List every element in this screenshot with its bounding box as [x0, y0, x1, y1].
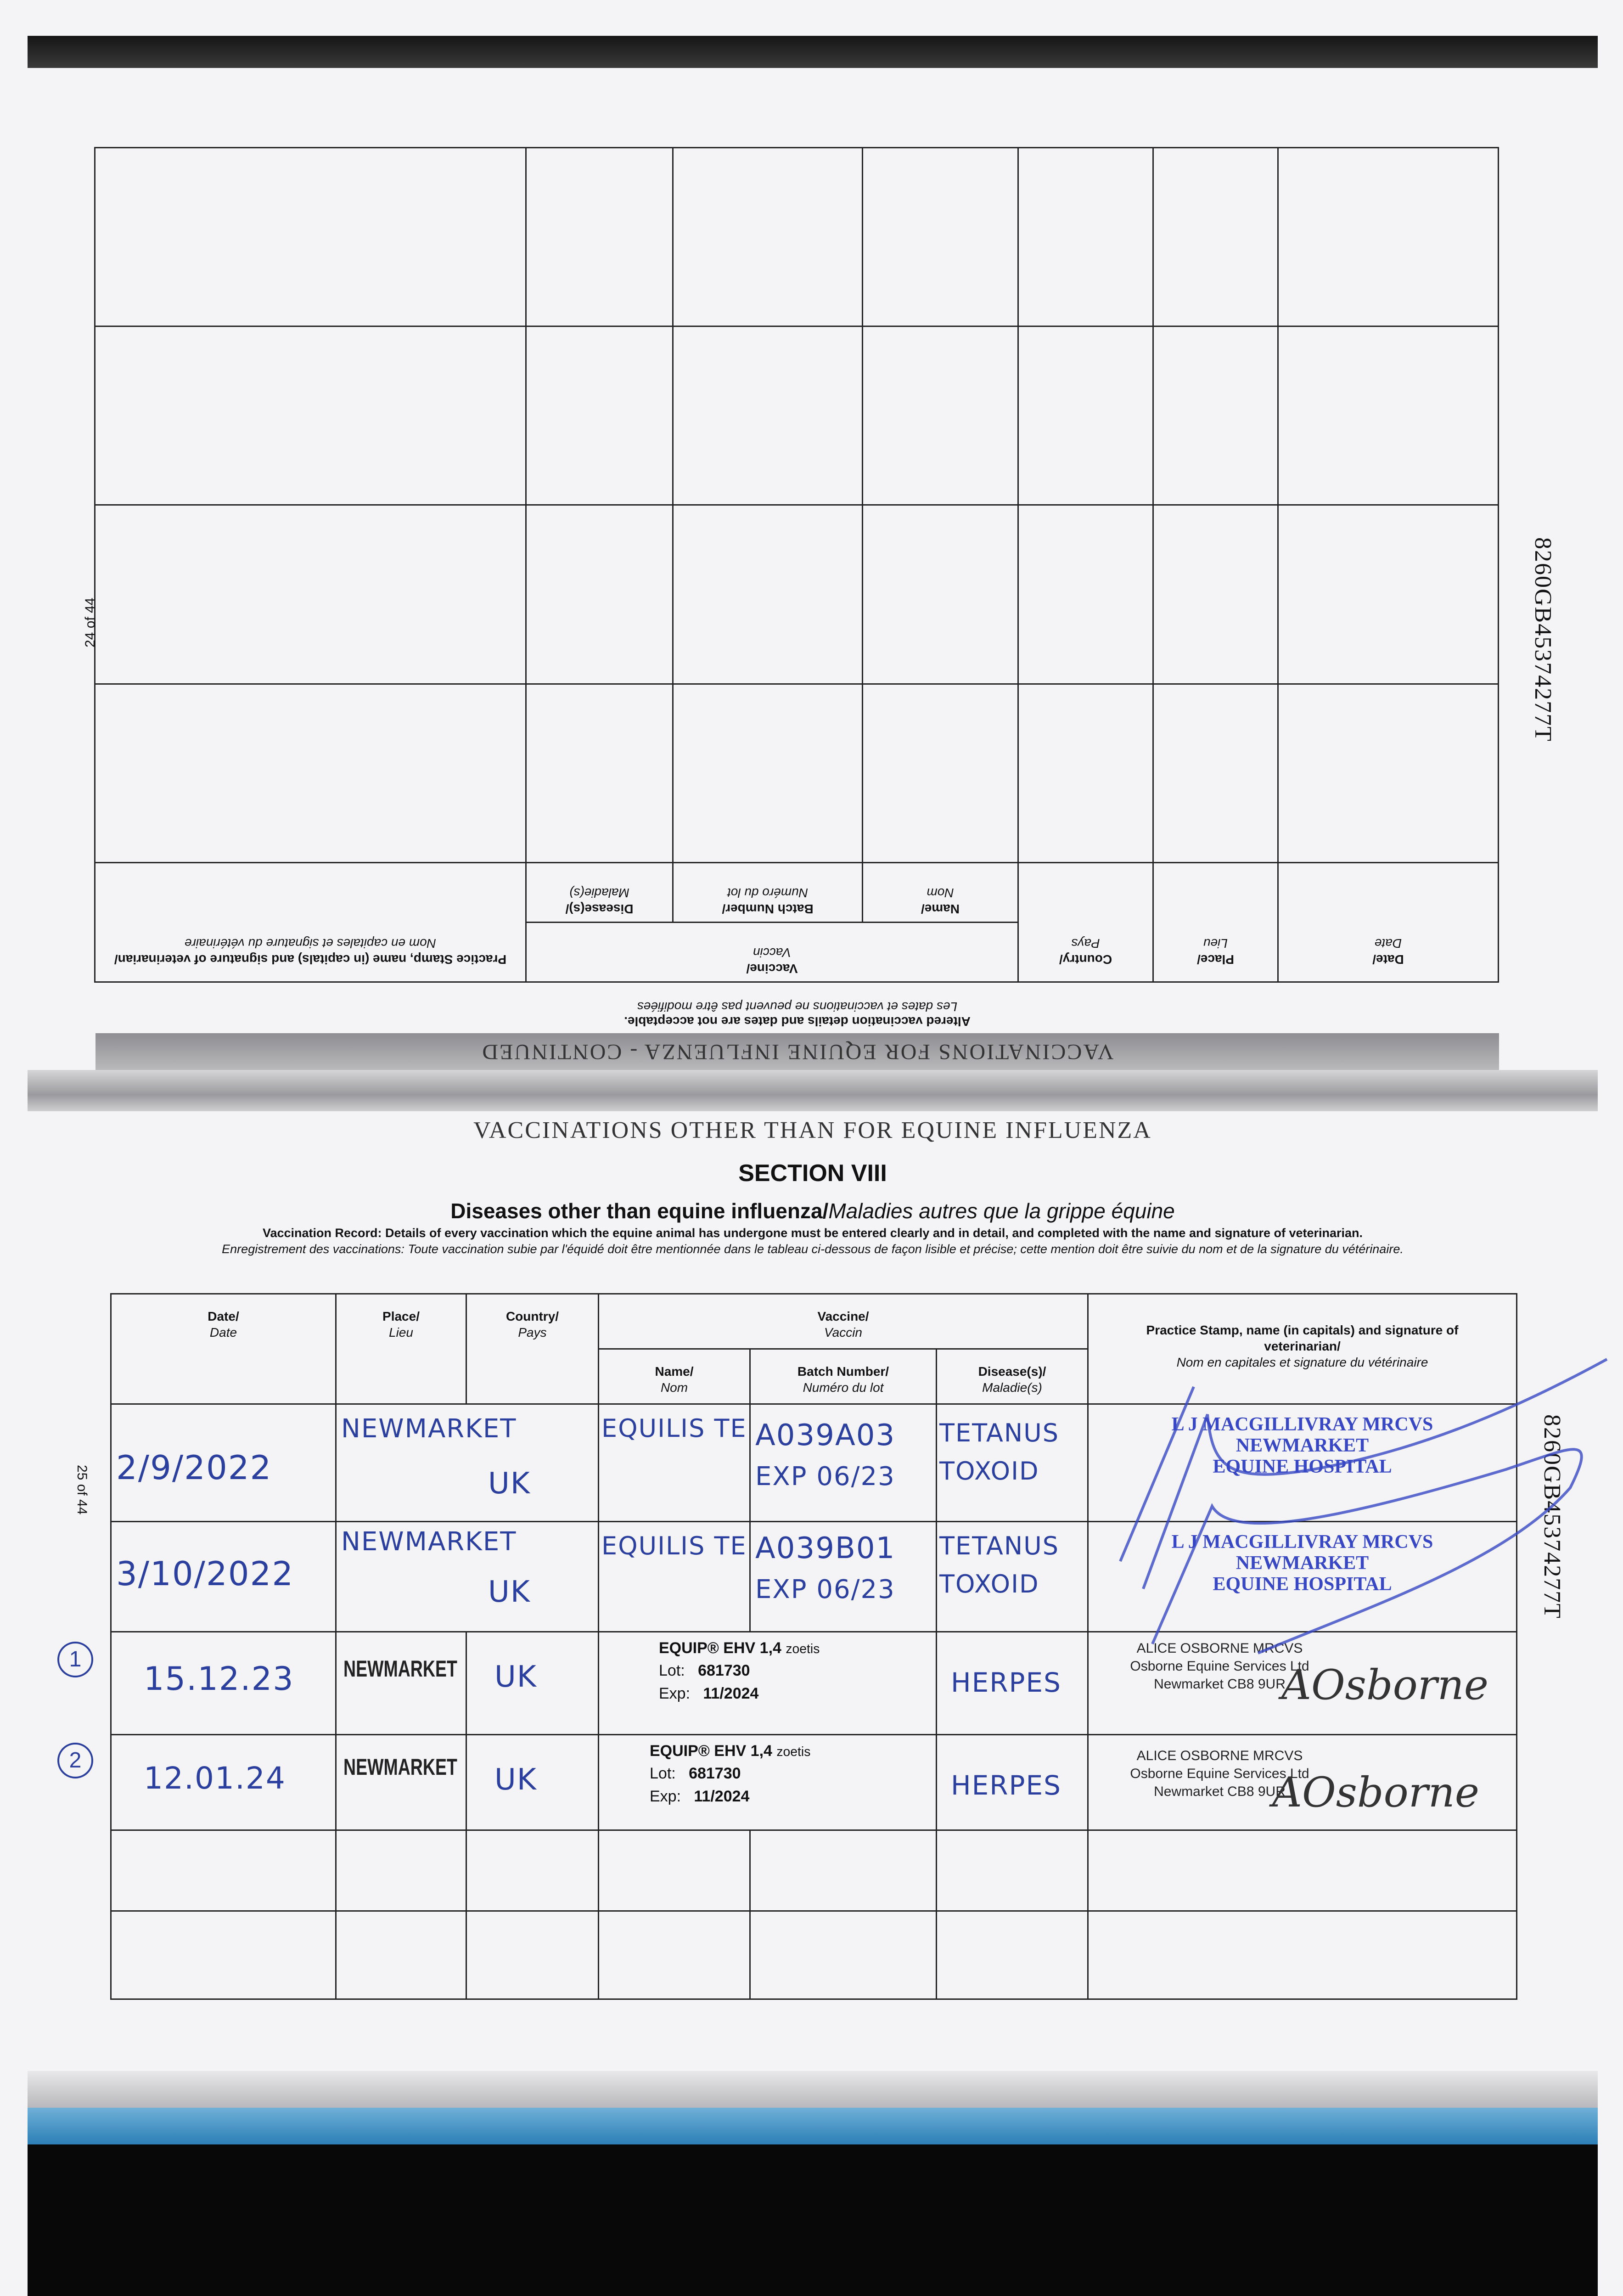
- vet-stamp: ALICE OSBORNE MRCVS Osborne Equine Servic…: [1130, 1641, 1309, 1692]
- row-disease: TETANUS: [939, 1531, 1060, 1560]
- row-country: UK: [494, 1660, 537, 1694]
- row-batch-exp: EXP 06/23: [755, 1462, 895, 1491]
- row-place: NEWMARKET: [343, 1656, 457, 1682]
- header-country: Country/Pays: [466, 1293, 599, 1405]
- lower-page-number: 25 of 44: [74, 1465, 90, 1515]
- upper-notes: Altered vaccination details and dates ar…: [95, 983, 1499, 1033]
- upper-passport-id: 8260GB45374277T: [1530, 537, 1556, 742]
- header-place: Place/Lieu: [1153, 862, 1278, 982]
- row-place: NEWMARKET: [341, 1527, 517, 1557]
- vet-signature: AOsborne: [1272, 1768, 1480, 1817]
- table-row: [95, 147, 1499, 326]
- table-row: [95, 505, 1499, 684]
- row-batch-exp: EXP 06/23: [755, 1575, 895, 1604]
- row-date: 3/10/2022: [116, 1554, 294, 1593]
- table-row: [95, 326, 1499, 505]
- upper-vaccination-table: Date/Date Place/Lieu Country/Pays Vaccin…: [94, 147, 1499, 983]
- header-country: Country/Pays: [1018, 862, 1153, 982]
- header-date: Date/Date: [1278, 862, 1499, 982]
- row-country: UK: [494, 1763, 537, 1797]
- vaccination-table: Date/Date Place/Lieu Country/Pays Vaccin…: [110, 1293, 1518, 2000]
- vet-signature: AOsborne: [1281, 1661, 1489, 1709]
- header-date: Date/Date: [110, 1293, 337, 1405]
- row-vaccine-name: EQUILIS TE: [601, 1414, 747, 1443]
- header-name: Name/Nom: [598, 1348, 751, 1405]
- note-en: Altered vaccination details and dates ar…: [624, 1014, 971, 1029]
- header-batch: Batch Number/Numéro du lot: [749, 1348, 937, 1405]
- table-row: 2/9/2022 NEWMARKET UK EQUILIS TE A039A03 E…: [110, 1403, 1518, 1522]
- header-stamp: Practice Stamp, name (in capitals) and s…: [1087, 1293, 1518, 1405]
- section-title: SECTION VIII: [738, 1160, 887, 1187]
- vaccine-label-sticker: EQUIP® EHV 1,4 zoetis Lot: 681730 Exp: 11/…: [659, 1639, 820, 1702]
- header-place: Place/Lieu: [335, 1293, 467, 1405]
- header-vaccine: Vaccine/Vaccin: [526, 922, 1018, 982]
- table-row: [110, 1829, 1518, 1912]
- row-disease-2: TOXOID: [939, 1570, 1039, 1598]
- row-disease-2: TOXOID: [939, 1457, 1039, 1486]
- row-disease: TETANUS: [939, 1418, 1060, 1447]
- upper-page-rotated: VACCINATIONS FOR EQUINE INFLUENZA - CONT…: [95, 147, 1499, 1070]
- instructions: Vaccination Record: Details of every vac…: [222, 1226, 1404, 1256]
- row-vaccine-name: EQUILIS TE: [601, 1531, 747, 1560]
- section-subtitle: Diseases other than equine influenza/Mal…: [450, 1199, 1175, 1223]
- row-date: 12.01.24: [144, 1761, 286, 1796]
- scanner-edge-bottom: [28, 2144, 1598, 2296]
- header-batch: Batch Number/Numéro du lot: [673, 862, 863, 923]
- lower-band-title: VACCINATIONS OTHER THAN FOR EQUINE INFLU…: [473, 1117, 1152, 1143]
- scanner-edge-blue: [28, 2108, 1598, 2144]
- header-disease: Disease(s)/Maladie(s): [526, 862, 673, 923]
- header-name: Name/Nom: [862, 862, 1018, 923]
- header-stamp: Practice Stamp, name (in capitals) and s…: [95, 862, 526, 982]
- upper-band-title: VACCINATIONS FOR EQUINE INFLUENZA - CONT…: [95, 1033, 1499, 1070]
- table-row: [110, 1910, 1518, 2000]
- table-row: [95, 684, 1499, 863]
- scanner-edge-top: [28, 36, 1598, 68]
- row-date: 2/9/2022: [116, 1448, 272, 1487]
- vet-signature-scribble: [1119, 1358, 1608, 1654]
- table-row: 15.12.23 NEWMARKET UK EQUIP® EHV 1,4 zoe…: [110, 1631, 1518, 1735]
- row-marker-2: 2: [57, 1743, 93, 1778]
- vaccine-label-sticker: EQUIP® EHV 1,4 zoetis Lot: 681730 Exp: 11/…: [650, 1742, 811, 1805]
- row-disease: HERPES: [951, 1667, 1061, 1698]
- vet-stamp: L J MACGILLIVRAY MRCVS NEWMARKET EQUINE HO…: [1171, 1414, 1433, 1478]
- row-place: NEWMARKET: [341, 1414, 517, 1444]
- row-date: 15.12.23: [144, 1660, 294, 1698]
- header-vaccine: Vaccine/Vaccin: [597, 1293, 1089, 1350]
- table-row: 3/10/2022 NEWMARKET UK EQUILIS TE A039B01…: [110, 1521, 1518, 1632]
- row-batch: A039B01: [755, 1531, 896, 1565]
- upper-page-number: 24 of 44: [83, 597, 98, 647]
- row-disease: HERPES: [951, 1770, 1061, 1801]
- row-country: UK: [488, 1467, 531, 1501]
- row-marker-1: 1: [57, 1642, 93, 1677]
- table-row: 12.01.24 NEWMARKET UK EQUIP® EHV 1,4 zoe…: [110, 1734, 1518, 1831]
- row-batch: A039A03: [755, 1418, 896, 1452]
- vet-stamp: L J MACGILLIVRAY MRCVS NEWMARKET EQUINE HO…: [1171, 1531, 1433, 1595]
- note-fr: Les dates et vaccinations ne peuvent pas…: [637, 1000, 958, 1014]
- scanner-edge-gray: [28, 2071, 1598, 2108]
- row-place: NEWMARKET: [343, 1754, 457, 1780]
- header-disease: Disease(s)/Maladie(s): [935, 1348, 1089, 1405]
- vet-stamp: ALICE OSBORNE MRCVS Osborne Equine Servic…: [1130, 1748, 1309, 1799]
- row-country: UK: [488, 1575, 531, 1609]
- page-fold-shadow: [28, 1070, 1598, 1111]
